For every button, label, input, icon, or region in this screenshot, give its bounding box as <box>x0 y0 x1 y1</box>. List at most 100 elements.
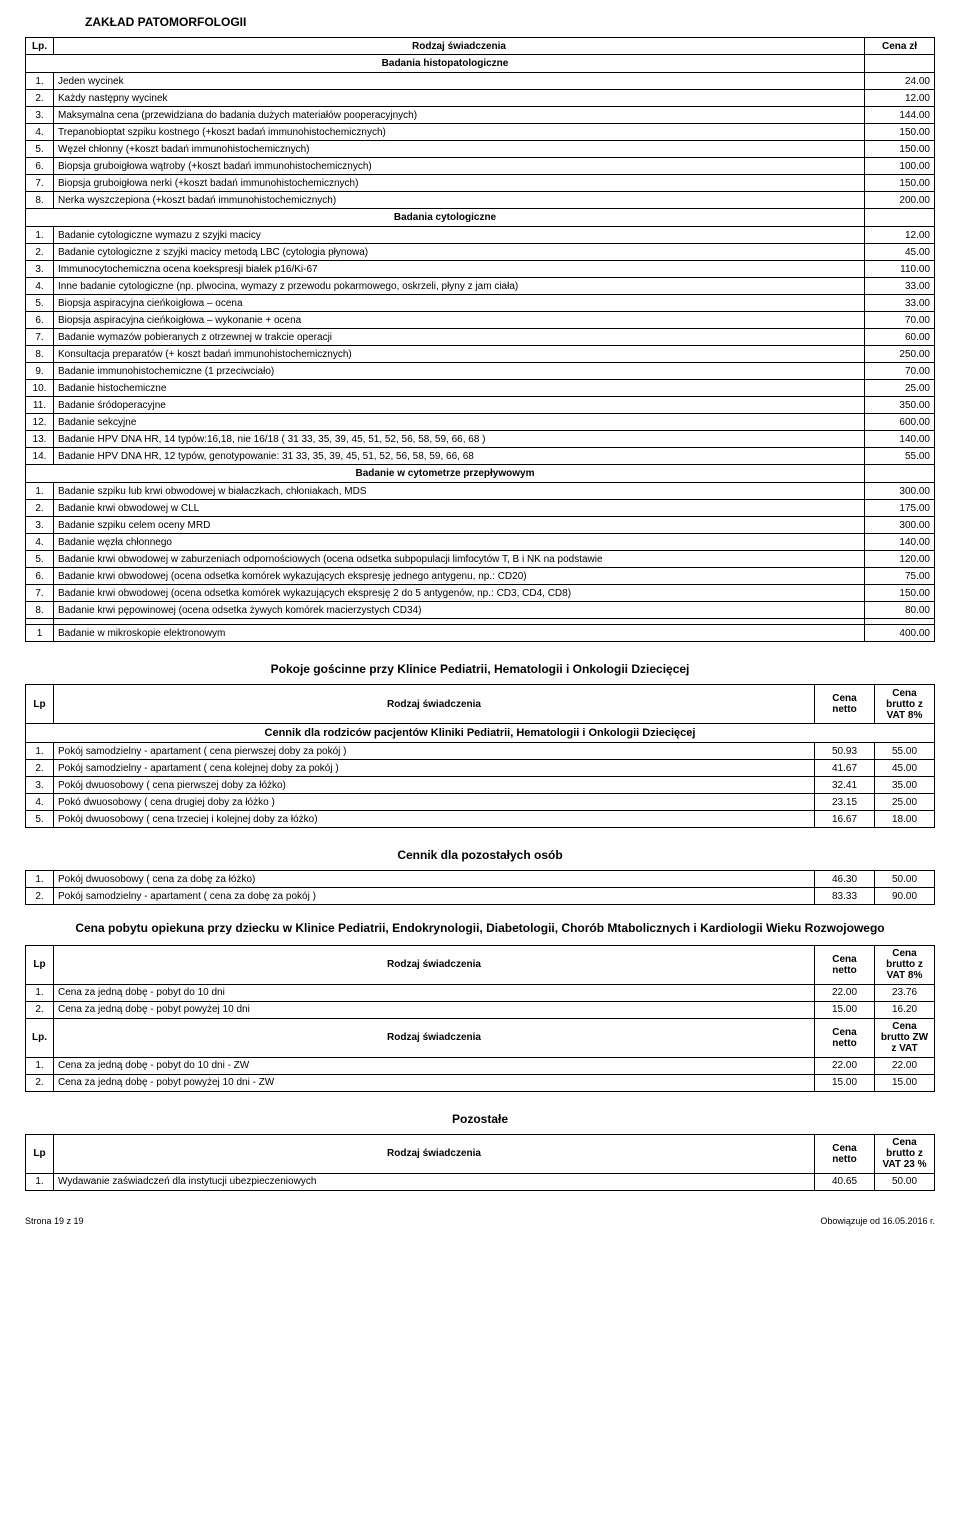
table-row: 13.Badanie HPV DNA HR, 14 typów:16,18, n… <box>26 431 935 448</box>
row-lp: 2. <box>26 1074 54 1091</box>
title-pozostale-osoby: Cennik dla pozostałych osób <box>25 848 935 862</box>
row-price: 55.00 <box>865 448 935 465</box>
row-desc: Immunocytochemiczna ocena koekspresji bi… <box>54 261 865 278</box>
row-price-netto: 32.41 <box>815 777 875 794</box>
table-row: 8.Badanie krwi pępowinowej (ocena odsetk… <box>26 602 935 619</box>
hdr-lp: Lp. <box>26 1018 54 1057</box>
hdr-netto: Cena netto <box>815 1134 875 1173</box>
row-price: 75.00 <box>865 568 935 585</box>
section-cytometr: Badanie w cytometrze przepływowym <box>26 465 935 483</box>
table-row: 2.Badanie krwi obwodowej w CLL175.00 <box>26 500 935 517</box>
row-price: 70.00 <box>865 363 935 380</box>
row-price: 350.00 <box>865 397 935 414</box>
row-desc: Badanie w mikroskopie elektronowym <box>54 625 865 642</box>
row-desc: Węzeł chłonny (+koszt badań immunohistoc… <box>54 141 865 158</box>
table-row: 2.Cena za jedną dobę - pobyt powyżej 10 … <box>26 1074 935 1091</box>
cennik-title-row: Cennik dla rodziców pacjentów Kliniki Pe… <box>26 724 935 743</box>
table-row: 5.Biopsja aspiracyjna cieńkoigłowa – oce… <box>26 295 935 312</box>
row-desc: Biopsja gruboigłowa wątroby (+koszt bada… <box>54 158 865 175</box>
row-price-brutto: 15.00 <box>875 1074 935 1091</box>
title-main: ZAKŁAD PATOMORFOLOGII <box>25 15 935 29</box>
row-lp: 4. <box>26 534 54 551</box>
table-row: 3.Immunocytochemiczna ocena koekspresji … <box>26 261 935 278</box>
row-price: 33.00 <box>865 278 935 295</box>
row-desc: Inne badanie cytologiczne (np. plwocina,… <box>54 278 865 295</box>
row-price: 175.00 <box>865 500 935 517</box>
row-desc: Jeden wycinek <box>54 73 865 90</box>
table-row: 1.Wydawanie zaświadczeń dla instytucji u… <box>26 1173 935 1190</box>
row-lp: 2. <box>26 1001 54 1018</box>
row-desc: Badanie krwi pępowinowej (ocena odsetka … <box>54 602 865 619</box>
section-histopatologiczne: Badania histopatologiczne <box>26 55 935 73</box>
row-desc: Biopsja aspiracyjna cieńkoigłowa – wykon… <box>54 312 865 329</box>
row-price: 120.00 <box>865 551 935 568</box>
row-price: 300.00 <box>865 517 935 534</box>
row-price: 400.00 <box>865 625 935 642</box>
hdr-rodzaj: Rodzaj świadczenia <box>54 38 865 55</box>
header-row: Lp Rodzaj świadczenia Cena netto Cena br… <box>26 1134 935 1173</box>
row-lp: 1. <box>26 1057 54 1074</box>
table-patomorfologia: Lp. Rodzaj świadczenia Cena zł Badania h… <box>25 37 935 642</box>
row-price-brutto: 22.00 <box>875 1057 935 1074</box>
row-lp: 1 <box>26 625 54 642</box>
footer-page: Strona 19 z 19 <box>25 1216 84 1226</box>
row-lp: 3. <box>26 777 54 794</box>
row-price-netto: 83.33 <box>815 888 875 905</box>
row-desc: Pokój dwuosobowy ( cena za dobę za łóżko… <box>54 871 815 888</box>
table-row: 12.Badanie sekcyjne600.00 <box>26 414 935 431</box>
row-price-netto: 22.00 <box>815 1057 875 1074</box>
row-lp: 1. <box>26 483 54 500</box>
row-lp: 2. <box>26 760 54 777</box>
row-price-brutto: 50.00 <box>875 1173 935 1190</box>
section-label: Badania cytologiczne <box>26 209 865 227</box>
row-desc: Pokój dwuosobowy ( cena pierwszej doby z… <box>54 777 815 794</box>
hdr-rodzaj: Rodzaj świadczenia <box>54 1018 815 1057</box>
row-desc: Badanie szpiku celem oceny MRD <box>54 517 865 534</box>
row-desc: Badanie HPV DNA HR, 12 typów, genotypowa… <box>54 448 865 465</box>
row-desc: Pokó dwuosobowy ( cena drugiej doby za ł… <box>54 794 815 811</box>
row-price: 45.00 <box>865 244 935 261</box>
table-row: 6.Biopsja aspiracyjna cieńkoigłowa – wyk… <box>26 312 935 329</box>
row-lp: 1. <box>26 73 54 90</box>
hdr-lp: Lp <box>26 945 54 984</box>
row-price-brutto: 50.00 <box>875 871 935 888</box>
row-desc: Cena za jedną dobę - pobyt do 10 dni - Z… <box>54 1057 815 1074</box>
row-price-netto: 23.15 <box>815 794 875 811</box>
row-desc: Badanie immunohistochemiczne (1 przeciwc… <box>54 363 865 380</box>
row-price-netto: 16.67 <box>815 811 875 828</box>
hdr-rodzaj: Rodzaj świadczenia <box>54 1134 815 1173</box>
header-row: Lp Rodzaj świadczenia Cena netto Cena br… <box>26 685 935 724</box>
row-desc: Maksymalna cena (przewidziana do badania… <box>54 107 865 124</box>
row-lp: 1. <box>26 871 54 888</box>
table-row: 10.Badanie histochemiczne25.00 <box>26 380 935 397</box>
row-lp: 7. <box>26 585 54 602</box>
footer: Strona 19 z 19 Obowiązuje od 16.05.2016 … <box>25 1216 935 1226</box>
table-row: 7.Biopsja gruboigłowa nerki (+koszt bada… <box>26 175 935 192</box>
row-desc: Badanie krwi obwodowej w zaburzeniach od… <box>54 551 865 568</box>
hdr-cena: Cena zł <box>865 38 935 55</box>
table-pozostale: Lp Rodzaj świadczenia Cena netto Cena br… <box>25 1134 935 1191</box>
row-desc: Badanie krwi obwodowej (ocena odsetka ko… <box>54 568 865 585</box>
row-price: 140.00 <box>865 431 935 448</box>
hdr-netto: Cena netto <box>815 685 875 724</box>
table-row: 4.Pokó dwuosobowy ( cena drugiej doby za… <box>26 794 935 811</box>
row-lp: 3. <box>26 261 54 278</box>
row-price-brutto: 45.00 <box>875 760 935 777</box>
hdr-lp: Lp. <box>26 38 54 55</box>
row-desc: Biopsja gruboigłowa nerki (+koszt badań … <box>54 175 865 192</box>
table-row: 4.Inne badanie cytologiczne (np. plwocin… <box>26 278 935 295</box>
row-lp: 13. <box>26 431 54 448</box>
row-desc: Cena za jedną dobę - pobyt powyżej 10 dn… <box>54 1001 815 1018</box>
row-lp: 10. <box>26 380 54 397</box>
title-opiekun: Cena pobytu opiekuna przy dziecku w Klin… <box>25 920 935 937</box>
row-price: 25.00 <box>865 380 935 397</box>
row-desc: Badanie krwi obwodowej (ocena odsetka ko… <box>54 585 865 602</box>
row-desc: Nerka wyszczepiona (+koszt badań immunoh… <box>54 192 865 209</box>
row-lp: 9. <box>26 363 54 380</box>
section-label: Badanie w cytometrze przepływowym <box>26 465 865 483</box>
hdr-rodzaj: Rodzaj świadczenia <box>54 685 815 724</box>
row-lp: 5. <box>26 551 54 568</box>
table-pozostale-osoby: 1.Pokój dwuosobowy ( cena za dobę za łóż… <box>25 870 935 905</box>
row-price: 200.00 <box>865 192 935 209</box>
row-lp: 1. <box>26 743 54 760</box>
